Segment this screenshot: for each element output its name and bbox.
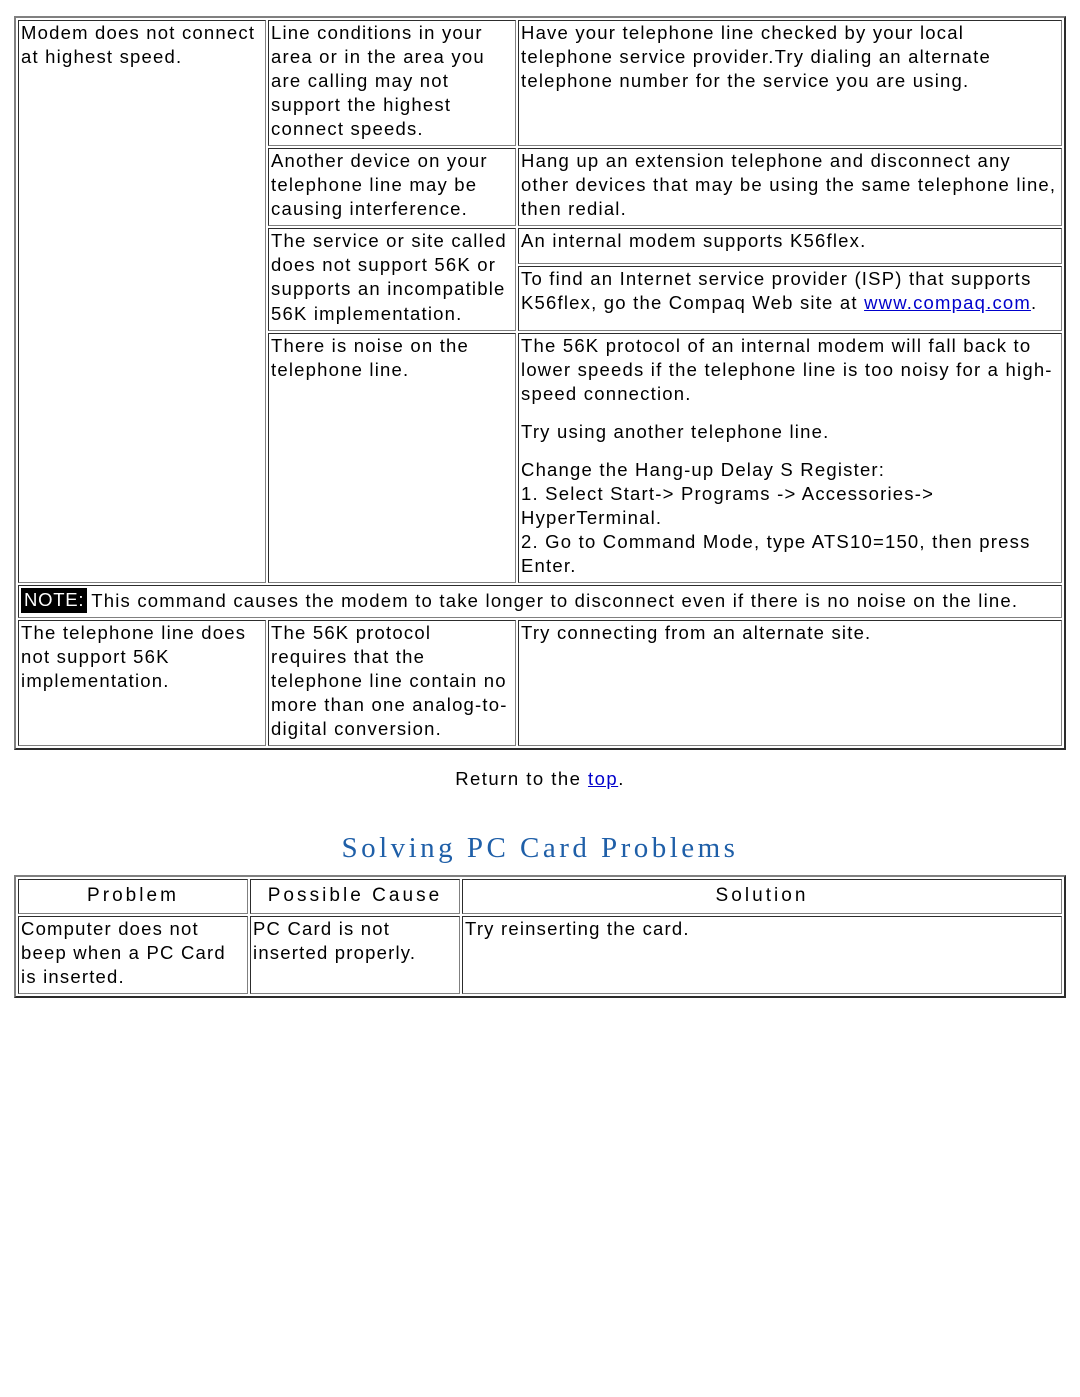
note-cell: NOTE: This command causes the modem to t… <box>18 585 1062 618</box>
solution-cell: The 56K protocol of an internal modem wi… <box>518 333 1062 583</box>
problem-cell: The telephone line does not support 56K … <box>18 620 266 746</box>
table-row: The telephone line does not support 56K … <box>18 620 1062 746</box>
return-to-top-line: Return to the top. <box>14 768 1066 790</box>
cause-cell: PC Card is not inserted properly. <box>250 916 460 994</box>
cause-cell: There is noise on the telephone line. <box>268 333 516 583</box>
pc-card-troubleshooting-table: Problem Possible Cause Solution Computer… <box>14 875 1066 998</box>
solution-cell: Try connecting from an alternate site. <box>518 620 1062 746</box>
cause-cell: The 56K protocol requires that the telep… <box>268 620 516 746</box>
pc-card-problems-heading: Solving PC Card Problems <box>14 832 1066 865</box>
return-text-post: . <box>618 768 625 789</box>
table-row: Modem does not connect at highest speed.… <box>18 20 1062 146</box>
solution-text-post: . <box>1031 292 1037 313</box>
cause-cell: Another device on your telephone line ma… <box>268 148 516 226</box>
problem-cell: Modem does not connect at highest speed. <box>18 20 266 583</box>
problem-cell: Computer does not beep when a PC Card is… <box>18 916 248 994</box>
solution-cell: Hang up an extension telephone and disco… <box>518 148 1062 226</box>
solution-paragraph: Change the Hang-up Delay S Register: 1. … <box>521 458 1059 578</box>
header-problem: Problem <box>18 879 248 914</box>
solution-cell: Try reinserting the card. <box>462 916 1062 994</box>
solution-cell: An internal modem supports K56flex. <box>518 228 1062 264</box>
note-text: This command causes the modem to take lo… <box>91 588 1059 613</box>
solution-paragraph: The 56K protocol of an internal modem wi… <box>521 334 1059 406</box>
header-cause: Possible Cause <box>250 879 460 914</box>
solution-cell: To find an Internet service provider (IS… <box>518 266 1062 330</box>
compaq-link[interactable]: www.compaq.com <box>864 292 1031 313</box>
solution-cell: Have your telephone line checked by your… <box>518 20 1062 146</box>
header-solution: Solution <box>462 879 1062 914</box>
top-link[interactable]: top <box>588 768 618 789</box>
modem-troubleshooting-table: Modem does not connect at highest speed.… <box>14 16 1066 750</box>
note-badge: NOTE: <box>21 588 87 613</box>
solution-paragraph: Try using another telephone line. <box>521 420 1059 444</box>
note-row: NOTE: This command causes the modem to t… <box>18 585 1062 618</box>
table-row: Computer does not beep when a PC Card is… <box>18 916 1062 994</box>
return-text-pre: Return to the <box>455 768 588 789</box>
cause-cell: The service or site called does not supp… <box>268 228 516 330</box>
table-header-row: Problem Possible Cause Solution <box>18 879 1062 914</box>
cause-cell: Line conditions in your area or in the a… <box>268 20 516 146</box>
